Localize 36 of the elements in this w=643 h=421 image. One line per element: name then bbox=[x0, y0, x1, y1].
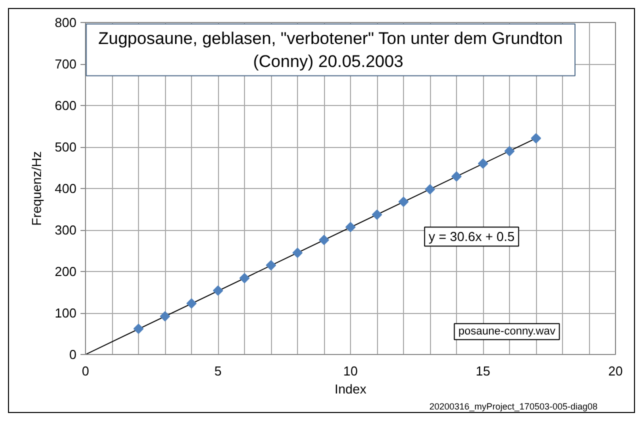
y-axis-title: Frequenz/Hz bbox=[28, 151, 44, 226]
text: 20200316_myProject_170503-005-diag08 bbox=[429, 402, 598, 412]
point bbox=[239, 273, 250, 284]
annotation: posaune-conny.wav bbox=[458, 326, 556, 338]
point bbox=[424, 184, 436, 194]
point bbox=[133, 324, 144, 334]
point bbox=[292, 248, 303, 258]
point bbox=[212, 285, 224, 296]
point bbox=[398, 196, 409, 207]
x-axis-title: Index bbox=[334, 382, 367, 396]
point bbox=[318, 234, 330, 246]
point bbox=[372, 210, 382, 220]
y-tick-label: 400 bbox=[54, 181, 77, 196]
annotation: y = 30.6x + 0.5 bbox=[428, 229, 515, 244]
y-tick-label: 700 bbox=[54, 56, 77, 72]
text: Zugposaune, geblasen, "verbotener" Ton unter dem Grundton (Conny) 20.05.2003 bbox=[98, 28, 563, 71]
x-tick-label: 20 bbox=[608, 364, 623, 378]
y-tick-label: 200 bbox=[54, 264, 77, 279]
point bbox=[478, 158, 488, 169]
x-tick-label: 5 bbox=[214, 364, 222, 378]
point bbox=[266, 260, 276, 270]
point bbox=[504, 146, 515, 156]
point bbox=[186, 298, 197, 309]
x-tick-label: 10 bbox=[343, 364, 358, 378]
x-tick-label: 0 bbox=[82, 364, 90, 378]
point bbox=[451, 171, 462, 182]
point bbox=[530, 133, 542, 144]
y-tick-label: 300 bbox=[54, 222, 77, 238]
point bbox=[345, 222, 356, 232]
y-tick-label: 0 bbox=[69, 347, 77, 362]
point bbox=[160, 311, 170, 322]
y-tick-label: 800 bbox=[54, 15, 77, 30]
y-tick-label: 100 bbox=[54, 306, 77, 320]
x-tick-label: 15 bbox=[476, 364, 490, 378]
y-tick-label: 600 bbox=[54, 98, 77, 113]
y-tick-label: 500 bbox=[54, 140, 77, 154]
